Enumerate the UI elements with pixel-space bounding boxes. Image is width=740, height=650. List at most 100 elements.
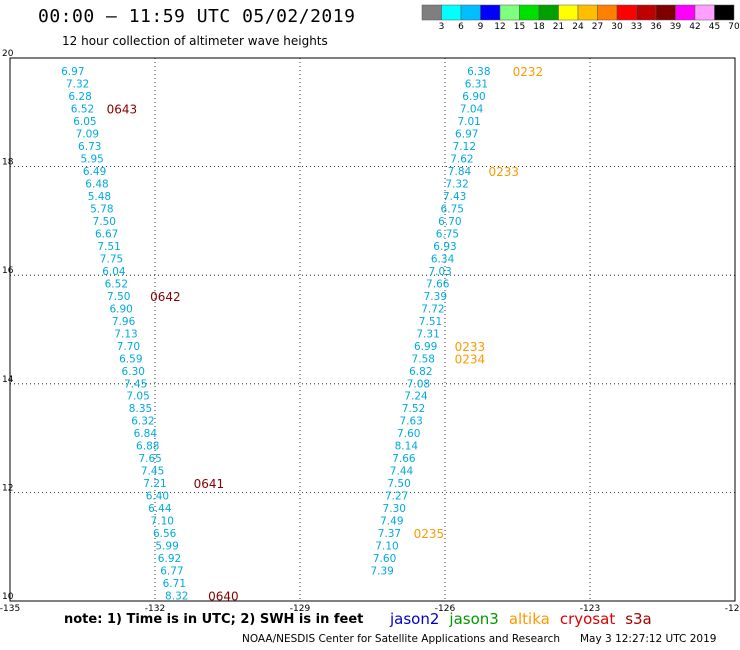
y-tick-label: 18 bbox=[2, 158, 14, 168]
color-scale-label: 15 bbox=[513, 22, 526, 32]
color-scale-swatch bbox=[519, 4, 540, 21]
wave-height-value: 5.99 bbox=[155, 541, 178, 553]
wave-height-value: 7.75 bbox=[100, 253, 123, 265]
wave-height-value: 6.05 bbox=[73, 116, 96, 128]
wave-height-value: 7.52 bbox=[402, 403, 425, 415]
wave-height-value: 7.39 bbox=[370, 566, 393, 578]
y-tick-label: 14 bbox=[2, 375, 14, 385]
pass-time-label: 0640 bbox=[208, 590, 239, 604]
wave-height-value: 7.39 bbox=[424, 291, 447, 303]
wave-height-value: 7.05 bbox=[126, 391, 149, 403]
page-title: 00:00 – 11:59 UTC 05/02/2019 bbox=[38, 6, 356, 27]
wave-height-value: 7.13 bbox=[114, 328, 137, 340]
wave-height-value: 6.49 bbox=[83, 166, 106, 178]
wave-height-value: 8.35 bbox=[129, 403, 152, 415]
wave-height-value: 7.10 bbox=[151, 516, 174, 528]
wave-height-value: 7.08 bbox=[407, 378, 430, 390]
color-scale-label: 42 bbox=[689, 22, 701, 32]
satellite-legend: jason2 jason3 altika cryosat s3a bbox=[390, 610, 662, 628]
wave-height-value: 6.28 bbox=[68, 91, 91, 103]
wave-height-value: 7.65 bbox=[138, 453, 161, 465]
wave-height-value: 6.97 bbox=[61, 66, 84, 78]
wave-height-value: 7.50 bbox=[93, 216, 116, 228]
wave-height-value: 7.63 bbox=[399, 416, 422, 428]
wave-height-value: 6.93 bbox=[433, 241, 456, 253]
wave-height-value: 7.96 bbox=[112, 316, 136, 328]
wave-height-value: 6.75 bbox=[441, 203, 464, 215]
pass-time-label: 0643 bbox=[107, 102, 138, 116]
footer-credit: NOAA/NESDIS Center for Satellite Applica… bbox=[242, 633, 560, 645]
wave-height-value: 7.66 bbox=[426, 278, 450, 290]
pass-time-label: 0234 bbox=[455, 352, 486, 366]
color-scale-swatch bbox=[655, 4, 676, 21]
wave-height-value: 7.50 bbox=[387, 478, 410, 490]
wave-height-value: 5.78 bbox=[90, 203, 113, 215]
wave-height-value: 7.10 bbox=[375, 541, 398, 553]
wave-height-value: 7.70 bbox=[117, 341, 140, 353]
y-tick-label: 12 bbox=[2, 483, 13, 493]
wave-height-value: 6.52 bbox=[105, 278, 128, 290]
wave-height-value: 7.66 bbox=[392, 453, 416, 465]
wave-height-value: 8.32 bbox=[165, 591, 188, 603]
color-scale-swatch bbox=[616, 4, 637, 21]
wave-height-value: 5.48 bbox=[88, 191, 111, 203]
wave-height-value: 7.60 bbox=[373, 553, 396, 565]
wave-height-value: 6.56 bbox=[153, 528, 177, 540]
x-tick-label: -126 bbox=[435, 604, 456, 614]
wave-height-value: 6.90 bbox=[109, 303, 132, 315]
wave-height-value: 7.49 bbox=[380, 516, 403, 528]
wave-height-value: 6.34 bbox=[431, 253, 455, 265]
x-tick-label: -132 bbox=[145, 604, 165, 614]
wave-height-value: 6.92 bbox=[158, 553, 181, 565]
wave-height-value: 7.31 bbox=[416, 328, 439, 340]
color-scale-swatch bbox=[480, 4, 501, 21]
wave-height-value: 7.01 bbox=[457, 116, 480, 128]
wave-height-value: 6.44 bbox=[148, 503, 172, 515]
pass-time-label: 0235 bbox=[414, 527, 445, 541]
x-tick-label: -123 bbox=[580, 604, 600, 614]
wave-height-value: 6.88 bbox=[136, 441, 159, 453]
color-scale-label: 18 bbox=[533, 22, 545, 32]
color-scale-label: 30 bbox=[611, 22, 623, 32]
color-scale-label: 6 bbox=[458, 22, 464, 32]
wave-height-value: 7.45 bbox=[141, 466, 164, 478]
wave-height-value: 6.04 bbox=[102, 266, 126, 278]
wave-height-value: 6.84 bbox=[134, 428, 158, 440]
color-scale-label: 24 bbox=[572, 22, 584, 32]
y-tick-label: 10 bbox=[2, 592, 14, 602]
plot-frame bbox=[9, 57, 736, 602]
color-scale-label: 27 bbox=[591, 22, 604, 32]
wave-height-value: 7.72 bbox=[421, 303, 444, 315]
wave-height-value: 6.70 bbox=[438, 216, 461, 228]
wave-height-value: 6.77 bbox=[160, 566, 183, 578]
wave-height-value: 7.62 bbox=[450, 153, 473, 165]
wave-height-value: 6.90 bbox=[462, 91, 485, 103]
footer-generated-time: May 3 12:27:12 UTC 2019 bbox=[580, 633, 717, 645]
color-scale-swatch bbox=[441, 4, 462, 21]
wave-height-value: 7.60 bbox=[397, 428, 420, 440]
pass-time-label: 0641 bbox=[194, 477, 225, 491]
wave-height-value: 6.52 bbox=[71, 103, 94, 115]
color-scale-swatch bbox=[558, 4, 579, 21]
color-scale-label: 39 bbox=[669, 22, 682, 32]
wave-height-value: 6.67 bbox=[95, 228, 118, 240]
wave-height-value: 7.32 bbox=[66, 79, 89, 91]
color-scale-label: 36 bbox=[650, 22, 662, 32]
satellite-legend-item: s3a bbox=[625, 610, 652, 628]
wave-height-value: 7.03 bbox=[428, 266, 451, 278]
wave-height-value: 7.30 bbox=[383, 503, 406, 515]
wave-height-value: 6.48 bbox=[85, 178, 108, 190]
wave-height-value: 7.44 bbox=[390, 466, 414, 478]
color-scale-swatch bbox=[460, 4, 481, 21]
color-scale-label: 45 bbox=[708, 22, 721, 32]
color-scale-swatch bbox=[577, 4, 598, 21]
wave-height-value: 6.99 bbox=[414, 341, 437, 353]
satellite-legend-item: jason2 bbox=[390, 610, 440, 628]
color-scale-label: 70 bbox=[728, 22, 740, 32]
pass-time-label: 0642 bbox=[150, 290, 181, 304]
satellite-legend-item: altika bbox=[508, 610, 550, 628]
wave-height-value: 6.82 bbox=[409, 366, 432, 378]
wave-height-value: 7.45 bbox=[124, 378, 147, 390]
wave-height-value: 6.31 bbox=[465, 79, 488, 91]
